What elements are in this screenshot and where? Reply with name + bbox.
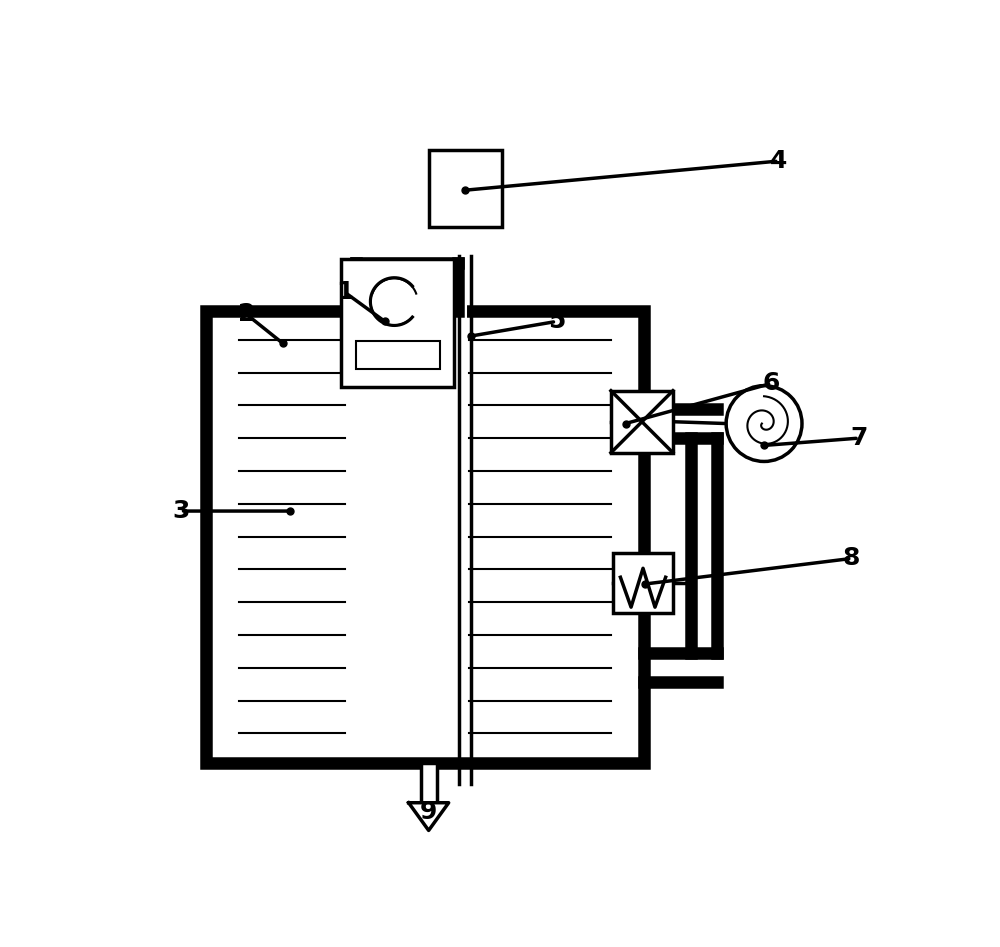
Bar — [611, 391, 673, 453]
Text: 9: 9 — [420, 800, 437, 824]
Bar — [356, 341, 440, 368]
Text: 6: 6 — [763, 371, 780, 396]
Circle shape — [726, 385, 802, 461]
Text: 4: 4 — [770, 149, 787, 173]
Text: 5: 5 — [548, 310, 565, 333]
Text: 8: 8 — [843, 546, 860, 570]
Text: 7: 7 — [850, 426, 868, 450]
Text: 2: 2 — [238, 302, 255, 326]
Polygon shape — [409, 803, 449, 831]
Text: 1: 1 — [336, 280, 354, 304]
Bar — [613, 553, 673, 613]
Bar — [341, 259, 454, 387]
Text: 3: 3 — [172, 499, 189, 523]
Bar — [206, 311, 644, 762]
Bar — [429, 150, 502, 226]
Bar — [421, 762, 437, 803]
